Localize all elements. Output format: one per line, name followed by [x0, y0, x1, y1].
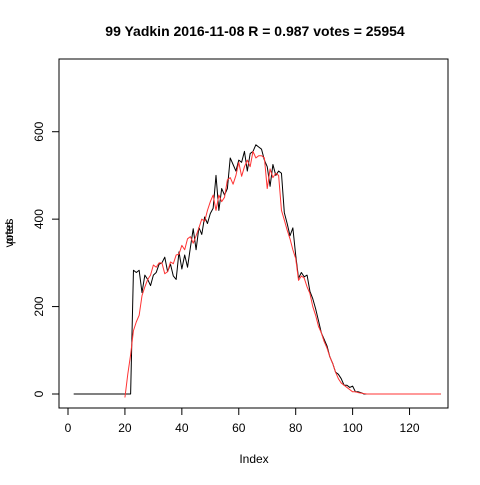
- y-tick-label: 0: [32, 390, 46, 397]
- series-layer: [73, 144, 441, 398]
- y-axis-label-overlay: pred: [4, 222, 16, 244]
- series-line-2: [124, 150, 441, 398]
- y-tick-label: 400: [32, 209, 46, 229]
- x-tick-label: 60: [232, 421, 246, 435]
- x-tick-label: 40: [175, 421, 189, 435]
- y-tick-label: 200: [32, 296, 46, 316]
- y-axis-label: votes: [2, 219, 16, 248]
- y-axis: 0 200 400 600: [32, 121, 60, 397]
- x-tick-label: 100: [343, 421, 363, 435]
- x-tick-label: 80: [289, 421, 303, 435]
- y-tick-label: 600: [32, 121, 46, 141]
- x-axis: 0 20 40 60 80 100 120: [65, 407, 420, 435]
- x-tick-label: 120: [400, 421, 420, 435]
- x-tick-label: 20: [118, 421, 132, 435]
- x-tick-label: 0: [65, 421, 72, 435]
- chart-title: 99 Yadkin 2016-11-08 R = 0.987 votes = 2…: [105, 23, 405, 39]
- x-axis-label: Index: [239, 452, 268, 466]
